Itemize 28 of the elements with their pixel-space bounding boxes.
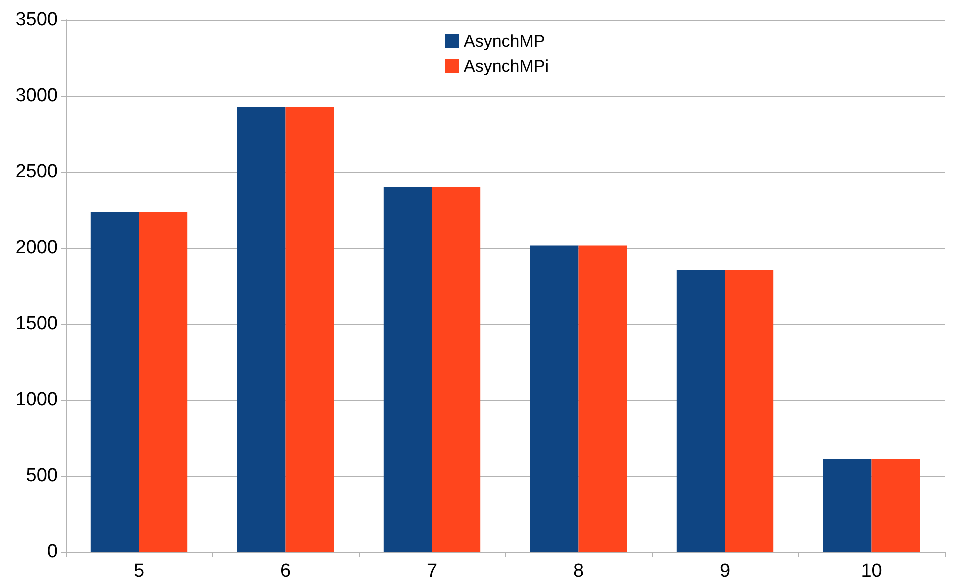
bar	[286, 107, 334, 552]
bar	[823, 459, 872, 552]
y-tick-label: 3000	[16, 86, 58, 106]
y-tick-label: 2500	[16, 162, 58, 182]
y-tick-label: 1000	[16, 390, 58, 410]
y-tick-label: 1500	[16, 314, 58, 334]
y-tick-label: 3500	[16, 10, 58, 30]
bar	[432, 187, 481, 552]
x-tick-label: 5	[134, 561, 145, 582]
bar	[872, 459, 920, 552]
x-tick-label: 9	[720, 561, 731, 582]
y-tick-label: 2000	[16, 238, 58, 258]
y-tick-label: 0	[47, 542, 58, 562]
bar	[676, 270, 726, 552]
bar	[237, 107, 286, 552]
bar	[139, 212, 188, 552]
x-tick-label: 8	[573, 561, 584, 582]
bar	[384, 187, 432, 552]
bar	[90, 212, 140, 552]
bar	[578, 246, 628, 552]
x-tick-label: 6	[280, 561, 292, 582]
x-tick-label: 10	[861, 561, 882, 582]
bar	[725, 270, 774, 552]
legend-label: AsynchMPi	[464, 57, 550, 76]
legend-label: AsynchMP	[464, 32, 546, 51]
x-tick-label: 7	[426, 561, 438, 582]
bar	[530, 246, 579, 552]
y-tick-label: 500	[26, 466, 58, 486]
